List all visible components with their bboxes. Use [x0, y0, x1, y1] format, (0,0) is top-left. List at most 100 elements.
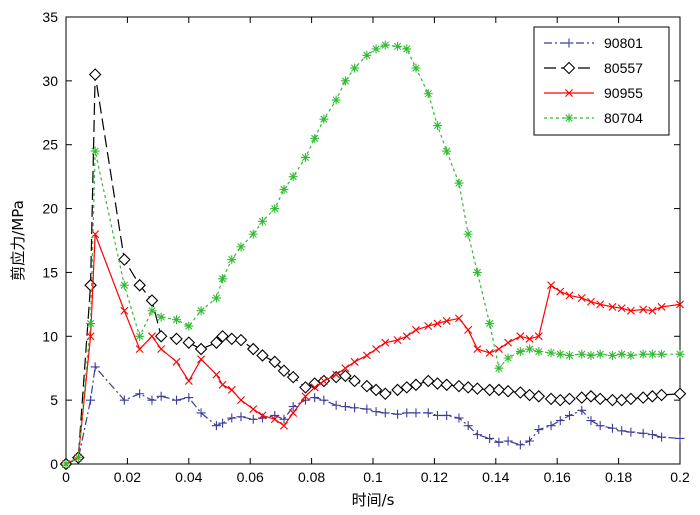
data-point-80557: [88, 68, 102, 81]
data-point-80557: [210, 336, 223, 349]
data-point-90955: [596, 300, 605, 309]
data-point-90801: [595, 421, 605, 431]
data-point-90955: [433, 319, 442, 328]
data-point-80704: [494, 363, 504, 373]
legend-marker: [565, 89, 573, 97]
data-point-90955: [249, 405, 258, 414]
data-point-90801: [248, 414, 258, 424]
data-point-80557: [409, 378, 423, 392]
data-point-80557: [277, 364, 291, 378]
data-point-80704: [472, 267, 482, 277]
data-point-80557: [523, 388, 536, 402]
data-point-80704: [270, 204, 280, 214]
data-point-90801: [227, 413, 237, 423]
data-point-90955: [676, 300, 684, 309]
data-point-80704: [172, 315, 182, 325]
data-point-90955: [86, 332, 95, 341]
data-point-80704: [515, 347, 525, 357]
data-point-90801: [657, 432, 667, 442]
x-tick-labels: 0 0.02 0.04 0.06 0.08 0.1 0.12 0.14 0.16 0.18 0.2: [62, 469, 690, 485]
data-point-80704: [331, 95, 341, 105]
data-point-80704: [73, 453, 83, 463]
data-point-90801: [494, 437, 504, 447]
data-point-90801: [647, 430, 657, 440]
data-point-90955: [279, 421, 288, 430]
data-point-90801: [411, 408, 421, 418]
data-point-80557: [182, 336, 196, 349]
y-tick-label: 25: [42, 137, 58, 153]
data-point-80557: [286, 370, 300, 384]
y-tick-label: 5: [50, 392, 58, 408]
data-point-90801: [432, 410, 442, 420]
data-point-90955: [197, 355, 206, 364]
data-point-90801: [402, 408, 412, 418]
legend-marker: [564, 38, 574, 48]
legend-label: 80704: [604, 110, 643, 126]
y-axis-label: 剪应力/MPa: [9, 200, 27, 281]
data-point-80704: [638, 349, 648, 359]
data-point-80557: [461, 381, 475, 394]
data-point-80557: [532, 390, 546, 403]
data-point-80557: [246, 342, 260, 356]
data-point-90801: [119, 395, 129, 405]
y-tick-label: 10: [42, 328, 58, 344]
data-point-80704: [227, 255, 237, 265]
x-tick-label: 0.08: [298, 469, 325, 485]
data-point-80704: [156, 312, 166, 322]
data-point-80557: [369, 383, 383, 397]
data-point-90955: [473, 345, 482, 354]
data-point-80557: [379, 387, 392, 401]
legend-label: 90955: [604, 85, 643, 101]
data-point-90801: [626, 427, 636, 437]
data-point-80704: [310, 133, 320, 143]
data-point-80557: [256, 349, 269, 362]
data-point-80704: [607, 350, 617, 360]
data-point-90955: [454, 314, 463, 323]
x-tick-label: 0.14: [482, 469, 509, 485]
data-point-90801: [555, 416, 565, 426]
data-point-80557: [471, 382, 484, 395]
data-point-90955: [362, 351, 371, 360]
data-point-90801: [472, 430, 482, 440]
data-point-80704: [248, 229, 258, 239]
data-point-80704: [236, 242, 246, 252]
data-point-90955: [617, 304, 626, 313]
data-point-90801: [184, 393, 194, 403]
data-point-90955: [301, 392, 310, 401]
data-point-90801: [172, 395, 182, 405]
data-point-90955: [577, 293, 586, 302]
data-point-90955: [212, 370, 221, 379]
data-point-80557: [483, 383, 496, 397]
data-point-90801: [380, 408, 390, 418]
legend-box: [533, 26, 670, 136]
data-point-80557: [360, 379, 374, 393]
data-point-80704: [617, 349, 627, 359]
axis-ticks: [65, 16, 681, 465]
data-point-80704: [442, 146, 452, 156]
data-point-80704: [555, 349, 565, 359]
x-tick-label: 0.18: [605, 469, 632, 485]
data-point-90955: [258, 411, 267, 420]
data-point-90955: [393, 336, 402, 345]
data-point-90955: [341, 364, 350, 373]
data-point-90801: [310, 393, 320, 403]
data-point-80557: [154, 330, 168, 343]
data-point-80704: [279, 184, 289, 194]
data-point-80557: [563, 392, 576, 406]
legend-marker: [564, 113, 574, 123]
data-point-90955: [289, 408, 298, 417]
data-point-90801: [393, 409, 403, 419]
data-point-90801: [288, 402, 298, 412]
data-point-90955: [565, 291, 574, 300]
data-point-90801: [196, 408, 206, 418]
data-point-90955: [494, 345, 503, 354]
data-point-90955: [332, 370, 341, 379]
data-point-80557: [514, 386, 527, 399]
data-point-80704: [350, 63, 360, 73]
data-point-90955: [648, 306, 657, 315]
data-point-90955: [184, 376, 193, 385]
data-point-90955: [534, 332, 543, 341]
data-point-90801: [617, 426, 627, 436]
x-axis-label: 时间/s: [352, 491, 395, 509]
